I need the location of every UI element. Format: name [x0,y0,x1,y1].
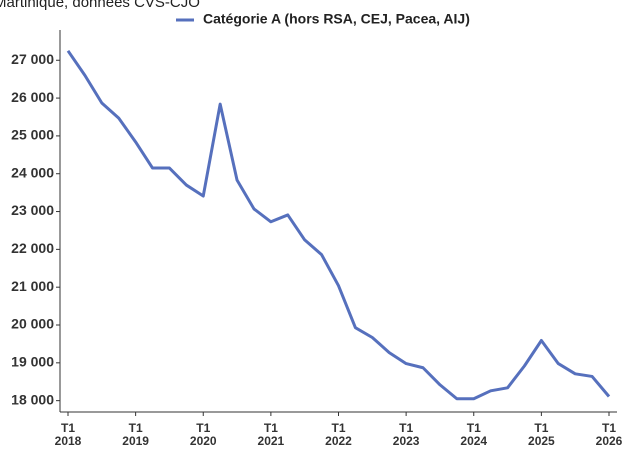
x-tick-label: T1 2019 [122,421,149,448]
y-tick-label: 18 000 [11,391,54,407]
y-tick-label: 19 000 [11,354,54,370]
x-tick-label: T1 2024 [460,421,488,448]
data-line [66,49,611,401]
x-tick-label: T1 2025 [528,421,555,448]
x-tick-label: T1 2021 [257,421,285,448]
legend-label: Catégorie A (hors RSA, CEJ, Pacea, AIJ) [203,11,470,27]
y-tick-label: 27 000 [11,51,54,67]
y-tick-label: 24 000 [11,164,54,180]
x-tick-label: T1 2018 [54,421,82,448]
x-tick-label: T1 2023 [392,421,420,448]
y-tick-label: 21 000 [11,278,54,294]
y-tick-label: 20 000 [11,316,54,332]
x-tick-label: T1 2020 [189,421,217,448]
x-tick-label: T1 2026 [595,421,623,448]
y-tick-label: 25 000 [11,127,54,143]
y-tick-label: 22 000 [11,240,54,256]
x-tick-label: T1 2022 [325,421,352,448]
chart-title: Martinique, données CVS-CJO [0,0,200,11]
y-tick-label: 23 000 [11,202,54,218]
y-tick-label: 26 000 [11,89,54,105]
